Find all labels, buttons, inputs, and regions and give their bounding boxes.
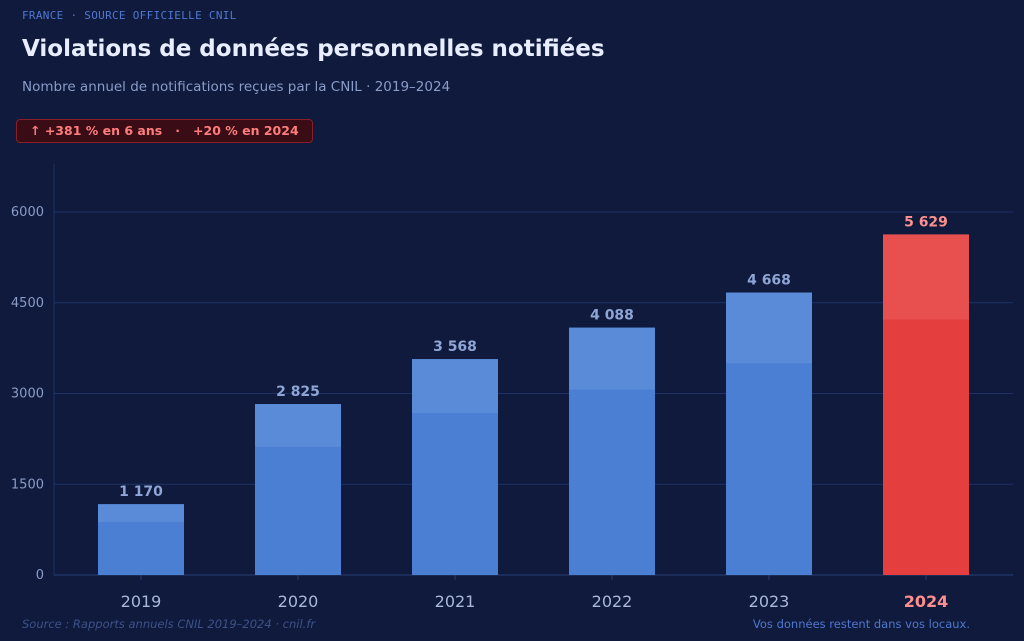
x-tick-label: 2019 [121, 592, 162, 611]
bar-highlight-2019 [98, 504, 184, 522]
x-tick-label: 2024 [904, 592, 949, 611]
kicker: FRANCE · SOURCE OFFICIELLE CNIL [22, 9, 237, 22]
bar-highlight-2021 [412, 359, 498, 414]
x-tick-label: 2023 [749, 592, 790, 611]
data-label: 4 668 [747, 273, 791, 289]
x-tick-label: 2020 [278, 592, 319, 611]
data-label: 4 088 [590, 308, 634, 324]
data-label: 5 629 [904, 214, 948, 230]
bar-highlight-2023 [726, 292, 812, 364]
y-tick-label: 3000 [11, 387, 44, 402]
x-tick-label: 2022 [592, 592, 633, 611]
y-tick-label: 1500 [11, 477, 44, 492]
privacy-note: Vos données restent dans vos locaux. [752, 617, 970, 631]
page-title: Violations de données personnelles notif… [22, 36, 605, 62]
bar-highlight-2024 [883, 234, 969, 320]
source-note: Source : Rapports annuels CNIL 2019–2024… [22, 617, 316, 631]
y-tick-label: 0 [36, 568, 44, 583]
bar-highlight-2020 [255, 404, 341, 447]
x-tick-label: 2021 [435, 592, 476, 611]
bar-highlight-2022 [569, 327, 655, 390]
data-label: 3 568 [433, 339, 477, 355]
y-tick-label: 4500 [11, 296, 44, 311]
data-label: 1 170 [119, 484, 163, 500]
data-label: 2 825 [276, 384, 320, 400]
y-tick-label: 6000 [11, 205, 44, 220]
growth-badge: ↑ +381 % en 6 ans · +20 % en 2024 [16, 119, 313, 143]
subtitle: Nombre annuel de notifications reçues pa… [22, 79, 451, 95]
